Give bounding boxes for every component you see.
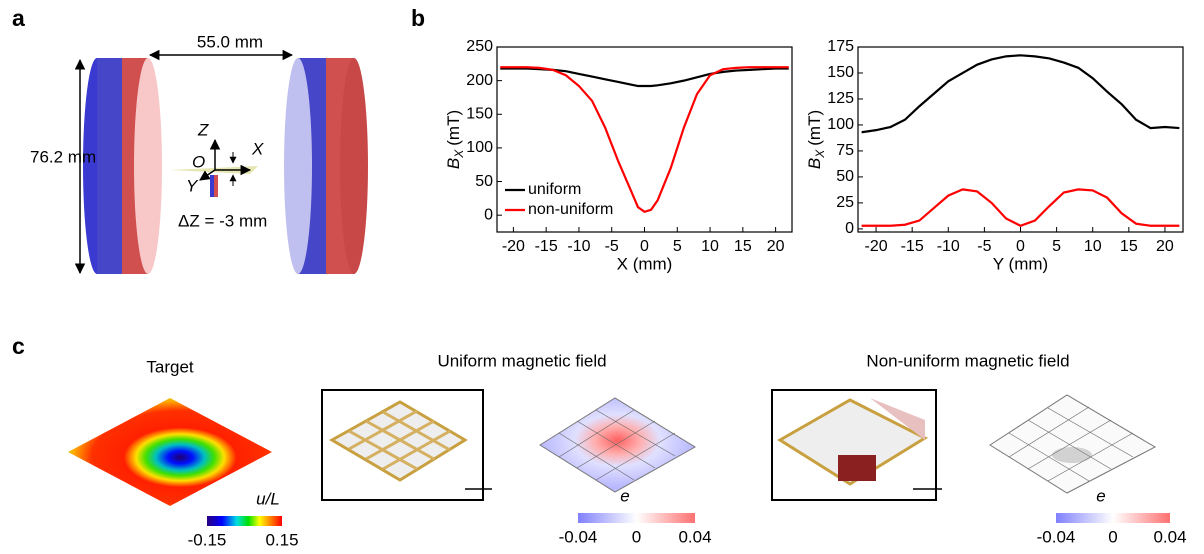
colorbar	[578, 513, 695, 523]
x-tick-label: -15	[535, 238, 558, 255]
x-tick-label: 0	[640, 238, 649, 255]
nonuniform-mesh	[990, 395, 1155, 493]
colorbar-tick-label: 0.04	[1153, 527, 1186, 546]
y-tick-label: 0	[845, 220, 854, 237]
colorbar-tick-label: -0.04	[1037, 527, 1076, 546]
y-tick-label: 0	[484, 206, 493, 223]
y-tick-label: 150	[466, 105, 493, 122]
y-label-symbol: B	[805, 158, 824, 169]
y-axis-label: BX (mT)	[805, 110, 827, 169]
y-tick-label: 100	[466, 139, 493, 156]
legend-label: uniform	[528, 181, 581, 198]
x-tick-label: 5	[1052, 238, 1061, 255]
diameter-label: 76.2 mm	[30, 147, 96, 166]
x-axis-label: Y (mm)	[993, 254, 1048, 273]
offset-label: ΔZ = -3 mm	[178, 211, 267, 230]
target-surface	[68, 398, 272, 506]
colorbar-label: u/L	[256, 489, 280, 508]
x-tick-label: -10	[567, 238, 590, 255]
magnet-right	[284, 58, 368, 274]
x-tick-label: 20	[767, 238, 785, 255]
x-tick-label: 0	[1016, 238, 1025, 255]
y-tick-label: 100	[827, 116, 854, 133]
y-axis-label: BX (mT)	[444, 110, 466, 169]
colorbar-tick-label: 0.15	[265, 530, 298, 549]
y-tick-label: 150	[827, 64, 854, 81]
coordinate-axes	[170, 140, 258, 197]
y-tick-label: 125	[827, 90, 854, 107]
x-tick-label: -20	[864, 238, 887, 255]
x-tick-label: -20	[502, 238, 525, 255]
origin-label: O	[192, 152, 205, 171]
axis-x-label: X	[251, 139, 264, 158]
colorbar-tick-label: -0.04	[559, 527, 598, 546]
y-tick-label: 50	[836, 168, 854, 185]
axis-z-label: Z	[197, 120, 209, 139]
line	[862, 189, 1180, 225]
y-tick-label: 175	[827, 38, 854, 55]
colorbar-tick-label: 0	[632, 527, 641, 546]
x-tick-label: 10	[1084, 238, 1102, 255]
y-tick-label: 250	[466, 38, 493, 55]
axis-y-label: Y	[186, 176, 199, 195]
x-tick-label: -5	[977, 238, 991, 255]
colorbar-tick-label: -0.15	[188, 530, 227, 549]
plot-frame	[858, 47, 1183, 232]
x-axis-label: X (mm)	[617, 254, 673, 273]
y-tick-label: 25	[836, 194, 854, 211]
nonuniform-title: Non-uniform magnetic field	[866, 351, 1069, 370]
x-tick-label: 15	[734, 238, 752, 255]
x-tick-label: 15	[1120, 238, 1138, 255]
legend-label: non-uniform	[528, 201, 613, 218]
x-tick-label: -5	[605, 238, 619, 255]
colorbar	[1056, 513, 1170, 523]
y-tick-label: 75	[836, 142, 854, 159]
panel-label: a	[12, 5, 25, 31]
y-label-symbol: B	[444, 158, 463, 169]
y-tick-label: 200	[466, 72, 493, 89]
colorbar-tick-label: 0	[1108, 527, 1117, 546]
panel-label: b	[411, 5, 425, 31]
line	[500, 69, 788, 86]
uniform-title: Uniform magnetic field	[437, 351, 606, 370]
line	[862, 55, 1180, 132]
uniform-mesh	[540, 398, 695, 492]
x-tick-label: 5	[673, 238, 682, 255]
y-label-subscript: X	[813, 149, 827, 159]
x-tick-label: -10	[937, 238, 960, 255]
target-title: Target	[146, 357, 194, 376]
gap-label: 55.0 mm	[197, 32, 263, 51]
figure: a b c 55.0 mm 76.2 mm Z X O Y ΔZ = -3 mm…	[0, 0, 1204, 554]
y-label-subscript: X	[452, 149, 466, 159]
x-tick-label: -15	[901, 238, 924, 255]
colorbar-tick-label: 0.04	[678, 527, 711, 546]
colorbar-label: e	[1096, 486, 1105, 505]
nonuniform-photo	[772, 390, 942, 500]
y-tick-label: 50	[475, 173, 493, 190]
colorbar-label: e	[620, 486, 629, 505]
x-tick-label: 20	[1156, 238, 1174, 255]
y-label-unit: (mT)	[444, 110, 463, 146]
uniform-photo	[322, 390, 492, 500]
colorbar	[207, 516, 282, 526]
y-label-unit: (mT)	[805, 110, 824, 146]
x-tick-label: 10	[701, 238, 719, 255]
panel-label: c	[12, 333, 25, 359]
